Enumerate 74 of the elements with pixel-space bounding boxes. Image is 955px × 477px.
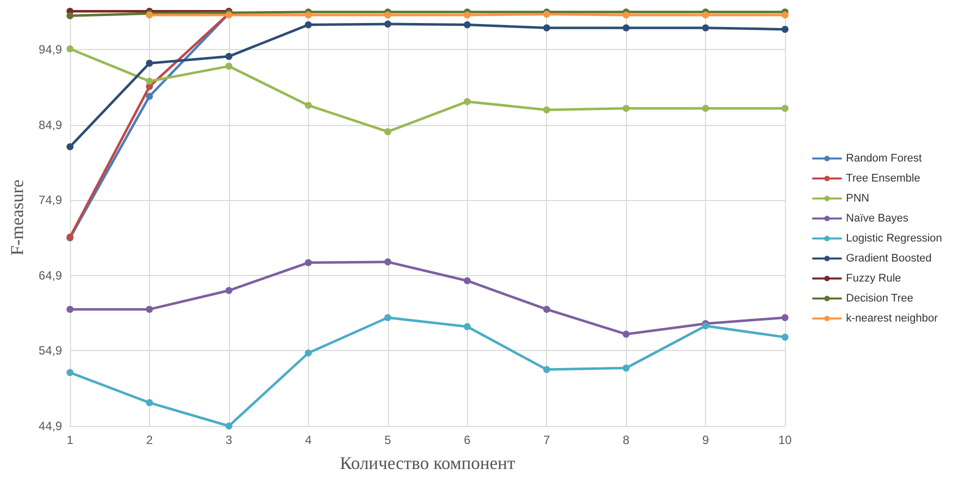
legend-label: Gradient Boosted xyxy=(846,252,932,264)
legend-label: k-nearest neighbor xyxy=(846,312,938,324)
point xyxy=(146,78,153,85)
point xyxy=(782,314,788,322)
point xyxy=(543,106,550,114)
point xyxy=(146,399,153,406)
point xyxy=(702,104,710,112)
point xyxy=(543,10,550,18)
point xyxy=(304,102,312,109)
x-tick-label: 6 xyxy=(464,433,471,447)
legend-label: Naïve Bayes xyxy=(846,212,909,224)
point xyxy=(622,104,630,112)
legend-label: Logistic Regression xyxy=(846,232,942,244)
y-tick-label: 44,9 xyxy=(38,419,62,433)
point xyxy=(146,60,153,67)
x-tick-label: 7 xyxy=(543,433,550,447)
point xyxy=(304,21,312,28)
point xyxy=(543,24,550,32)
point xyxy=(384,128,392,136)
point xyxy=(782,104,788,112)
x-tick-label: 1 xyxy=(66,433,74,447)
point xyxy=(225,52,232,60)
point xyxy=(622,12,630,19)
point xyxy=(464,98,471,106)
point xyxy=(225,422,232,430)
point xyxy=(543,306,550,313)
point xyxy=(146,92,153,100)
x-tick-label: 2 xyxy=(146,433,154,447)
point xyxy=(304,12,312,19)
point xyxy=(622,364,630,372)
point xyxy=(464,277,471,284)
y-tick-label: 94,9 xyxy=(38,42,62,57)
point xyxy=(225,62,232,70)
point xyxy=(384,20,392,28)
point xyxy=(304,349,312,356)
point xyxy=(782,12,788,19)
point xyxy=(146,306,153,313)
x-tick-label: 9 xyxy=(702,433,710,447)
x-tick-label: 8 xyxy=(622,433,630,447)
point xyxy=(66,45,74,52)
y-tick-label: 54,9 xyxy=(38,344,62,358)
point xyxy=(384,12,392,19)
point xyxy=(66,306,74,313)
x-tick-label: 5 xyxy=(384,433,392,447)
point xyxy=(384,258,392,266)
point xyxy=(464,21,471,28)
point xyxy=(464,323,471,330)
point xyxy=(782,334,788,341)
y-tick-label: 84,9 xyxy=(38,118,62,132)
point xyxy=(464,12,471,19)
point xyxy=(782,26,788,33)
point xyxy=(66,12,74,20)
legend-label: Fuzzy Rule xyxy=(846,272,902,284)
point xyxy=(543,366,550,374)
legend-label: Random Forest xyxy=(846,152,922,164)
legend-label: Decision Tree xyxy=(846,292,914,304)
x-tick-label: 4 xyxy=(304,433,312,447)
point xyxy=(622,330,630,338)
point xyxy=(702,24,710,32)
point xyxy=(66,143,74,150)
point xyxy=(384,314,392,322)
y-tick-label: 74,9 xyxy=(38,193,62,208)
point xyxy=(702,12,710,19)
x-tick-label: 3 xyxy=(226,433,233,447)
y-tick-label: 64,9 xyxy=(38,268,62,282)
x-tick-label: 10 xyxy=(778,433,792,447)
x-axis-title: Количество компонент xyxy=(340,453,516,473)
point xyxy=(622,24,630,32)
y-axis-title: F-measure xyxy=(7,180,27,256)
point xyxy=(304,259,312,266)
point xyxy=(225,287,232,294)
point xyxy=(66,369,74,376)
legend-label: PNN xyxy=(846,192,870,204)
legend-label: Tree Ensemble xyxy=(846,172,920,184)
